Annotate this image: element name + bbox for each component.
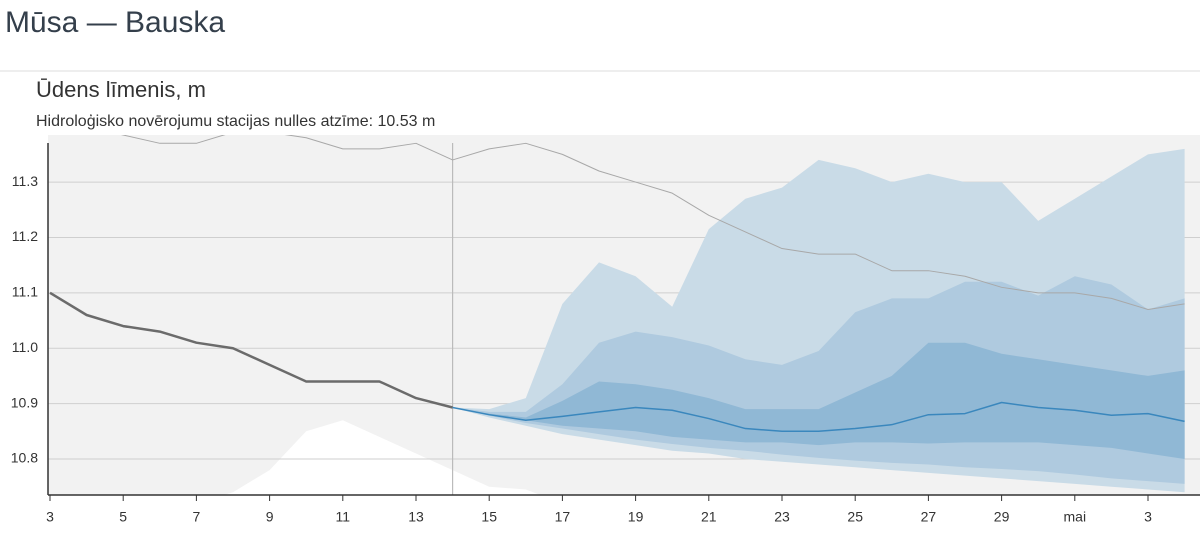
x-tick-label: 15: [481, 509, 497, 525]
plot: [48, 135, 1200, 495]
x-tick-label: 23: [774, 509, 790, 525]
x-tick-label: 21: [701, 509, 717, 525]
forecast-band: [452, 342, 1185, 459]
x-tick-label: 3: [1144, 509, 1152, 525]
y-tick-label: 11.3: [12, 173, 38, 189]
y-tick-label: 11.0: [12, 339, 38, 355]
x-tick-label: 7: [193, 509, 201, 525]
chart-subtitle: Hidroloģisko novērojumu stacijas nulles …: [36, 112, 435, 130]
series-line: [49, 291, 453, 409]
x-tick-label: 3: [46, 509, 54, 525]
x-tick-label: 27: [921, 509, 937, 525]
x-tick-label: 25: [847, 509, 863, 525]
y-tick-label: 11.2: [12, 228, 38, 244]
y-tick-label: 10.8: [11, 450, 38, 466]
chart-title: Ūdens līmenis, m: [36, 77, 206, 102]
axes: 10.8 10.9 11.0 11.1 11.2 11.3 3 5 7 9 11 13 15 17 19 21…: [11, 143, 1200, 525]
x-tick-label: 11: [336, 509, 351, 525]
series-line: [452, 401, 1185, 433]
x-tick-label: 29: [994, 509, 1010, 525]
y-tick-label: 10.9: [11, 394, 38, 410]
x-tick-label: 9: [266, 509, 274, 525]
x-tick-label: mai: [1064, 509, 1087, 525]
page-title: Mūsa — Bauska: [5, 6, 225, 39]
x-tick-label: 13: [408, 509, 424, 525]
x-tick-label: 19: [628, 509, 644, 525]
x-tick-label: 17: [555, 509, 571, 525]
series-line: [120, 135, 1185, 310]
x-tick-label: 5: [119, 509, 127, 525]
y-tick-label: 11.1: [12, 284, 38, 300]
